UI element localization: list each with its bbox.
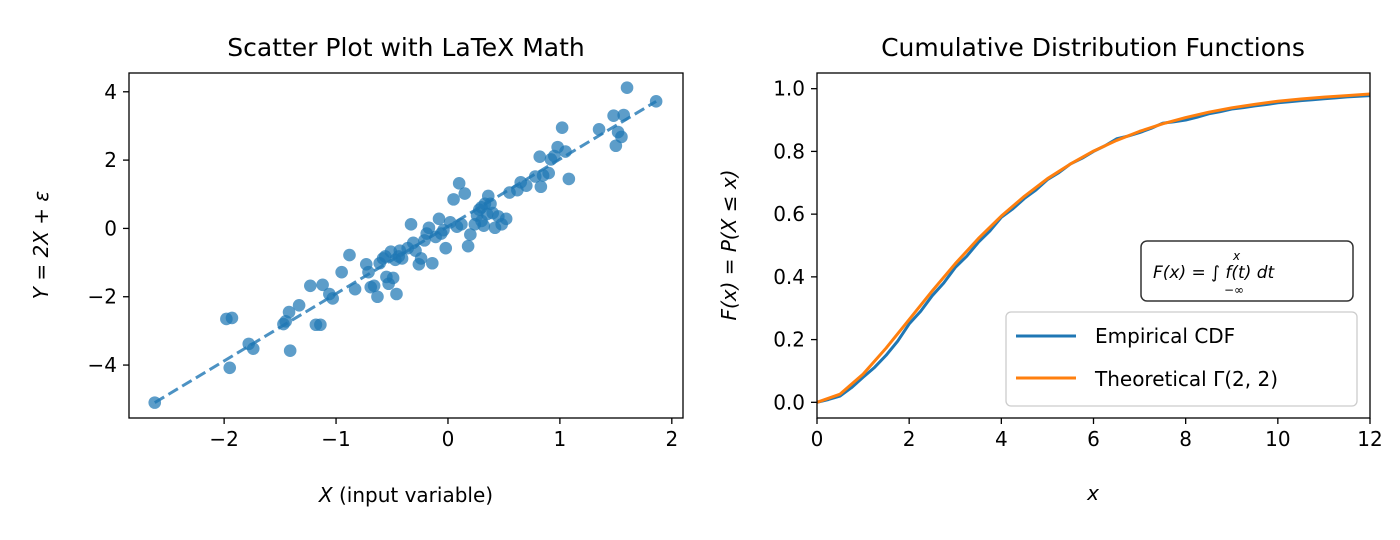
scatter-y-axis-label: Y = 2X + ε — [29, 191, 53, 300]
scatter-point — [386, 271, 400, 285]
y-tick-label: 0.8 — [773, 139, 805, 163]
scatter-point — [426, 256, 439, 270]
legend-box — [1005, 311, 1358, 407]
scatter-point — [246, 342, 260, 355]
scatter-title: Scatter Plot with LaTeX Math — [227, 33, 584, 62]
scatter-point — [477, 219, 491, 232]
scatter-point — [592, 123, 606, 136]
annotation-formula: F(x) = ∫ f(t) dt — [1153, 263, 1276, 283]
cdf-panel: Cumulative Distribution Functions 0 2 4 6 8 1… — [717, 33, 1383, 505]
scatter-point — [620, 81, 634, 94]
y-tick-label: 1.0 — [773, 77, 805, 101]
y-tick-label: 0 — [104, 216, 117, 240]
scatter-point — [447, 193, 460, 206]
scatter-point — [439, 241, 453, 255]
cdf-title: Cumulative Distribution Functions — [881, 33, 1305, 62]
scatter-y-ticks: −4 −2 0 2 4 — [88, 80, 129, 377]
scatter-point — [615, 130, 628, 144]
x-tick-label: 2 — [665, 427, 678, 451]
scatter-point — [292, 298, 306, 312]
scatter-point — [432, 212, 446, 226]
scatter-x-axis-var: X — [318, 483, 334, 507]
y-tick-label: −4 — [88, 353, 117, 377]
scatter-point — [533, 150, 547, 163]
annotation-lower-limit: −∞ — [1224, 283, 1244, 297]
y-tick-label: 2 — [104, 148, 117, 172]
cdf-legend: Empirical CDF Theoretical Γ(2, 2) — [1005, 311, 1358, 407]
scatter-point — [390, 287, 403, 301]
scatter-point — [404, 218, 418, 231]
scatter-point — [464, 228, 477, 241]
x-tick-label: −2 — [209, 427, 238, 451]
scatter-point — [148, 396, 162, 409]
scatter-x-axis-label: X (input variable) — [318, 483, 493, 507]
scatter-point — [520, 179, 533, 193]
x-tick-label: 2 — [903, 427, 916, 451]
scatter-point — [499, 212, 513, 226]
scatter-point — [534, 180, 548, 194]
x-tick-label: 4 — [995, 427, 1008, 451]
annotation-upper-limit: x — [1232, 249, 1241, 263]
scatter-point — [542, 166, 555, 180]
x-tick-label: 12 — [1357, 427, 1382, 451]
scatter-point — [304, 279, 317, 293]
x-tick-label: 10 — [1265, 427, 1290, 451]
x-tick-label: 0 — [811, 427, 824, 451]
scatter-plot-frame — [128, 72, 684, 419]
scatter-point — [326, 292, 339, 305]
y-tick-label: −2 — [88, 285, 117, 309]
scatter-point — [316, 278, 329, 292]
scatter-point — [649, 95, 663, 108]
scatter-point — [362, 265, 375, 279]
scatter-point — [348, 282, 362, 296]
scatter-point — [223, 361, 237, 375]
scatter-x-ticks: −2 −1 0 1 2 — [209, 418, 678, 451]
scatter-point — [371, 290, 384, 304]
cdf-y-axis-label: F(x) = P(X ≤ x) — [717, 169, 741, 320]
cdf-lines — [816, 92, 1371, 404]
scatter-point — [335, 265, 348, 279]
cdf-x-axis-label: x — [1086, 481, 1099, 505]
scatter-point — [395, 252, 409, 265]
y-tick-label: 0.0 — [773, 390, 805, 414]
scatter-point — [559, 145, 572, 158]
scatter-point — [452, 177, 466, 190]
scatter-point — [422, 221, 436, 235]
scatter-point — [555, 121, 569, 134]
scatter-point — [282, 305, 296, 319]
x-tick-label: −1 — [321, 427, 350, 451]
x-tick-label: 6 — [1087, 427, 1100, 451]
scatter-point — [461, 239, 475, 253]
scatter-point — [607, 109, 620, 122]
y-tick-label: 4 — [104, 80, 117, 104]
scatter-point — [458, 187, 472, 200]
theoretical-cdf-line — [816, 92, 1371, 404]
legend-label-empirical: Empirical CDF — [1095, 324, 1235, 348]
scatter-point — [562, 172, 576, 186]
y-tick-label: 0.4 — [773, 265, 805, 289]
scatter-panel: Scatter Plot with LaTeX Math −2 −1 0 1 2 −4−… — [29, 33, 684, 507]
scatter-point — [343, 248, 356, 262]
cdf-x-ticks: 0 2 4 6 8 10 12 — [811, 418, 1383, 451]
y-tick-label: 0.6 — [773, 202, 805, 226]
scatter-point — [367, 279, 381, 293]
cdf-formula-annotation: F(x) = ∫ f(t) dt x −∞ — [1140, 240, 1354, 302]
x-tick-label: 1 — [554, 427, 567, 451]
legend-label-theoretical: Theoretical Γ(2, 2) — [1094, 367, 1278, 391]
scatter-point — [225, 311, 239, 325]
scatter-points — [148, 81, 663, 409]
scatter-point — [414, 252, 428, 265]
scatter-point — [314, 318, 327, 332]
annotation-box — [1140, 240, 1354, 302]
y-tick-label: 0.2 — [773, 328, 805, 352]
scatter-point — [455, 218, 468, 231]
scatter-point — [617, 108, 630, 122]
cdf-y-ticks: 0.0 0.2 0.4 0.6 0.8 1.0 — [773, 77, 817, 414]
scatter-point — [283, 344, 297, 358]
x-tick-label: 0 — [442, 427, 455, 451]
x-tick-label: 8 — [1179, 427, 1192, 451]
scatter-x-axis-rest: (input variable) — [333, 483, 493, 507]
